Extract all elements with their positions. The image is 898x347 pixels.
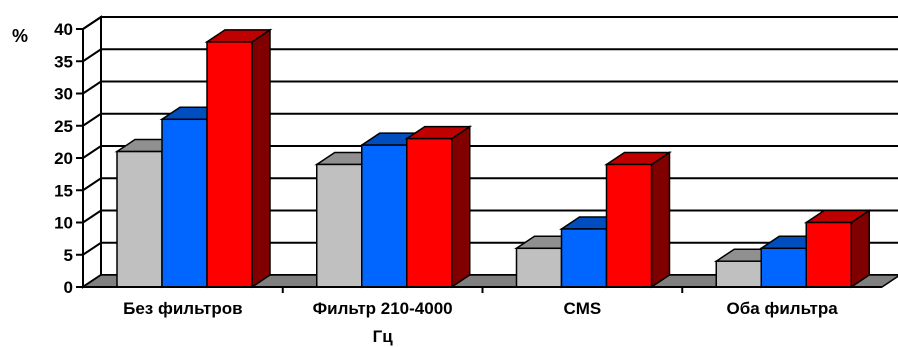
gridline [82, 16, 898, 30]
y-tick-label: 20 [54, 149, 73, 168]
bar-front [560, 228, 608, 288]
bar-front [116, 150, 163, 288]
y-axis-label: % [12, 26, 28, 46]
gridline [82, 112, 898, 127]
category-label: Оба фильтра [727, 299, 839, 318]
bar-front [406, 137, 453, 288]
gridline [82, 48, 898, 63]
category-label: CMS [563, 299, 601, 318]
category-label-line: Оба фильтра [727, 299, 839, 318]
bars [114, 28, 872, 289]
bar-front [760, 247, 807, 288]
y-tick-label: 0 [64, 278, 73, 297]
y-tick-label: 40 [54, 20, 73, 39]
bar [404, 125, 473, 289]
bar-front [316, 163, 363, 288]
bar-front [161, 118, 208, 288]
bar-front [361, 144, 408, 288]
y-tick-label: 35 [54, 52, 73, 71]
bar-front [605, 163, 653, 288]
y-tick-label: 25 [54, 117, 73, 136]
gridline [82, 80, 898, 95]
bar-side [650, 151, 671, 289]
bar-side [251, 28, 271, 289]
y-tick-label: 10 [54, 214, 73, 233]
category-label-line: Без фильтров [123, 299, 242, 318]
bar-front [515, 247, 563, 288]
category-label-line: Фильтр 210-4000 [313, 299, 453, 318]
y-tick-label: 15 [54, 181, 73, 200]
bar-front [715, 260, 762, 288]
category-label: Без фильтров [123, 299, 242, 318]
bar [604, 151, 672, 289]
category-label-line: Гц [373, 327, 394, 346]
y-tick-label: 5 [64, 246, 73, 265]
value-axis [76, 28, 882, 293]
bar-side [850, 209, 870, 289]
gridline [82, 145, 898, 159]
category-labels: Без фильтров Фильтр 210-4000 Гц CMS Оба филь… [123, 299, 838, 346]
category-label-line: CMS [563, 299, 601, 318]
bar-front [206, 41, 253, 288]
bar [204, 28, 273, 289]
y-tick-label: 30 [54, 85, 73, 104]
bar-side [451, 125, 471, 289]
bar [803, 209, 872, 289]
category-label: Фильтр 210-4000 Гц [313, 299, 453, 346]
tick-labels: 0 5 10 15 20 25 30 35 40 [54, 20, 73, 297]
bar-front [805, 221, 852, 288]
